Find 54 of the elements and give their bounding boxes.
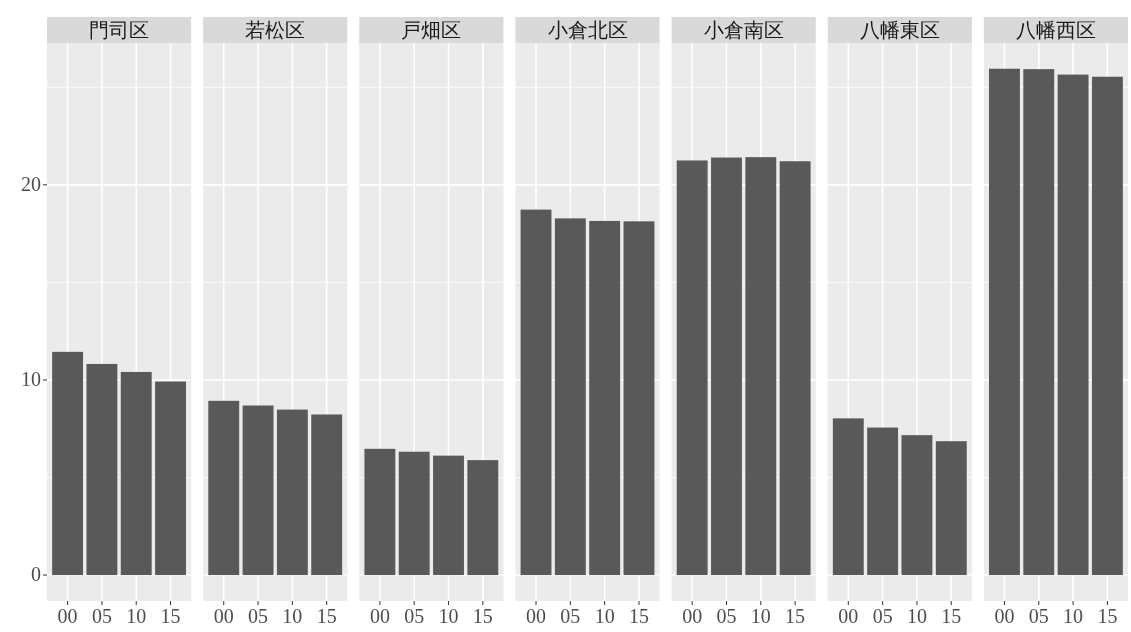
x-tick-label: 15 (1097, 605, 1118, 627)
bar (832, 418, 864, 576)
x-tick-label: 10 (438, 605, 459, 627)
chart-title: 八幡西区 (1015, 19, 1096, 41)
bar (276, 409, 308, 576)
bar (554, 218, 586, 576)
x-tick-label: 10 (282, 605, 303, 627)
x-tick-label: 00 (57, 605, 78, 627)
bar (208, 400, 240, 576)
bar (520, 209, 552, 576)
x-tick-label: 10 (906, 605, 927, 627)
x-tick-label: 15 (628, 605, 649, 627)
x-tick-label: 05 (872, 605, 893, 627)
bar (242, 405, 274, 576)
chart-title: 若松区 (245, 19, 306, 41)
x-tick-label: 15 (472, 605, 493, 627)
chart-title: 小倉南区 (703, 19, 784, 41)
x-tick-label: 15 (316, 605, 337, 627)
y-tick-label: 20 (21, 172, 41, 195)
x-tick-label: 00 (994, 605, 1015, 627)
chart-title: 小倉北区 (547, 19, 628, 41)
bar (623, 221, 655, 576)
chart-title: 八幡東区 (859, 19, 940, 41)
x-tick-label: 10 (750, 605, 771, 627)
x-tick-label: 05 (91, 605, 112, 627)
x-tick-label: 05 (560, 605, 581, 627)
bar (86, 363, 118, 576)
x-tick-label: 05 (716, 605, 737, 627)
bar (867, 427, 899, 576)
x-tick-label: 15 (160, 605, 181, 627)
x-tick-label: 15 (941, 605, 962, 627)
x-tick-label: 00 (526, 605, 547, 627)
x-tick-label: 10 (1063, 605, 1084, 627)
x-tick-label: 05 (248, 605, 269, 627)
bar (155, 381, 186, 576)
x-tick-label: 00 (682, 605, 703, 627)
y-tick-label: 0 (31, 563, 41, 586)
bar (52, 351, 84, 576)
x-tick-label: 00 (213, 605, 234, 627)
x-tick-label: 15 (785, 605, 806, 627)
y-tick-label: 10 (21, 367, 41, 390)
bar (935, 441, 967, 576)
bar (311, 414, 343, 576)
x-tick-label: 10 (594, 605, 615, 627)
bar (901, 435, 933, 576)
x-tick-label: 10 (126, 605, 147, 627)
bar (120, 371, 152, 576)
x-tick-label: 05 (404, 605, 425, 627)
chart-title: 門司区 (89, 19, 150, 41)
x-tick-label: 00 (369, 605, 390, 627)
bar (589, 220, 621, 576)
x-tick-label: 05 (1028, 605, 1049, 627)
chart-title: 戸畑区 (401, 19, 462, 41)
x-tick-label: 00 (838, 605, 859, 627)
